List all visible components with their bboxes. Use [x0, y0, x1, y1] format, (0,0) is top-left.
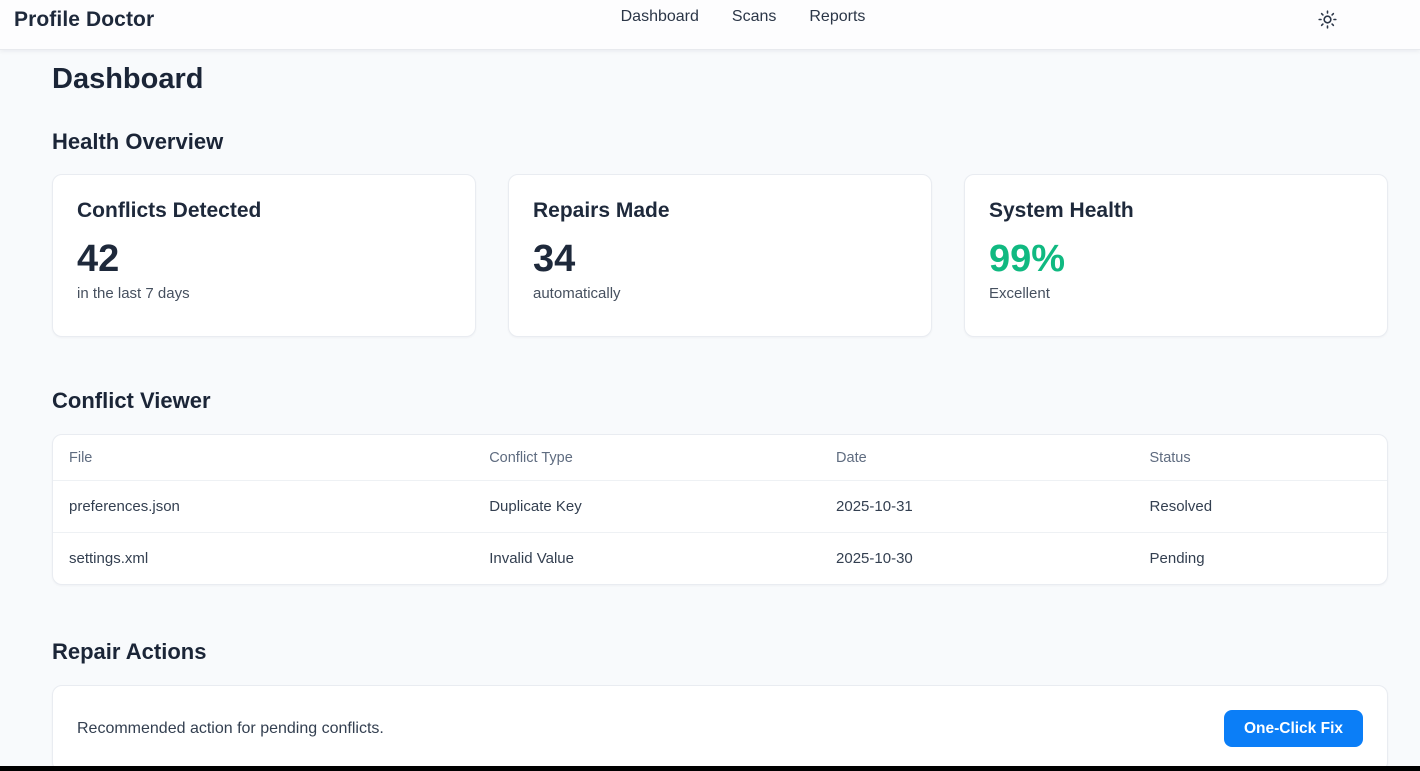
sun-icon [1317, 9, 1337, 29]
stat-card-caption: in the last 7 days [77, 285, 190, 302]
one-click-fix-button[interactable]: One-Click Fix [1223, 710, 1363, 747]
cell-date: 2025-10-31 [820, 480, 1134, 533]
conflict-table-card: File Conflict Type Date Status preferenc… [52, 434, 1388, 585]
system-health-card: System Health 99% Excellent [964, 174, 1388, 337]
cell-file: preferences.json [53, 480, 474, 533]
stat-card-title: Conflicts Detected [77, 199, 262, 222]
repair-actions-section: Repair Actions Recommended action for pe… [52, 639, 1388, 771]
stat-card-value: 99% [989, 238, 1066, 280]
stat-card-value: 42 [77, 238, 120, 280]
stat-card-caption: automatically [533, 285, 621, 302]
conflicts-detected-card: Conflicts Detected 42 in the last 7 days [52, 174, 476, 337]
stat-card-title: Repairs Made [533, 199, 670, 222]
conflict-viewer-section: Conflict Viewer File Conflict Type Date … [52, 388, 1388, 585]
cell-file: settings.xml [53, 532, 474, 584]
main-content: Dashboard Health Overview Conflicts Dete… [0, 63, 1420, 771]
cell-date: 2025-10-30 [820, 532, 1134, 584]
table-row: settings.xml Invalid Value 2025-10-30 Pe… [53, 532, 1387, 584]
column-header-status: Status [1149, 450, 1191, 466]
nav-item-scans[interactable]: Scans [731, 8, 777, 25]
repair-description: Recommended action for pending conflicts… [77, 719, 384, 737]
repair-actions-heading: Repair Actions [52, 639, 207, 664]
health-overview-section: Health Overview Conflicts Detected 42 in… [52, 129, 1388, 337]
stat-cards-grid: Conflicts Detected 42 in the last 7 days… [52, 174, 1388, 337]
cell-conflict-type: Duplicate Key [473, 480, 821, 533]
repairs-made-card: Repairs Made 34 automatically [508, 174, 932, 337]
table-header-row: File Conflict Type Date Status [53, 435, 1387, 481]
conflict-table: File Conflict Type Date Status preferenc… [53, 435, 1387, 584]
cell-conflict-type: Invalid Value [473, 532, 821, 584]
main-nav: Dashboard Scans Reports [621, 8, 866, 26]
app-header: Profile Doctor Dashboard Scans Reports [0, 0, 1420, 50]
stat-card-value: 34 [533, 238, 576, 280]
cell-status: Pending [1133, 532, 1387, 584]
column-header-file: File [69, 450, 93, 466]
stat-card-caption: Excellent [989, 285, 1050, 302]
health-overview-heading: Health Overview [52, 129, 224, 154]
cell-status: Resolved [1133, 480, 1387, 533]
brand-title: Profile Doctor [14, 7, 155, 31]
page-title: Dashboard [52, 63, 204, 95]
nav-item-dashboard[interactable]: Dashboard [620, 8, 699, 25]
stat-card-title: System Health [989, 199, 1134, 222]
nav-item-reports[interactable]: Reports [809, 8, 866, 25]
column-header-date: Date [836, 450, 867, 466]
repair-actions-card: Recommended action for pending conflicts… [52, 685, 1388, 771]
theme-toggle-button[interactable] [1317, 9, 1337, 29]
column-header-conflict-type: Conflict Type [489, 450, 573, 466]
window-bottom-edge [0, 766, 1420, 771]
conflict-viewer-heading: Conflict Viewer [52, 388, 211, 413]
table-row: preferences.json Duplicate Key 2025-10-3… [53, 480, 1387, 533]
